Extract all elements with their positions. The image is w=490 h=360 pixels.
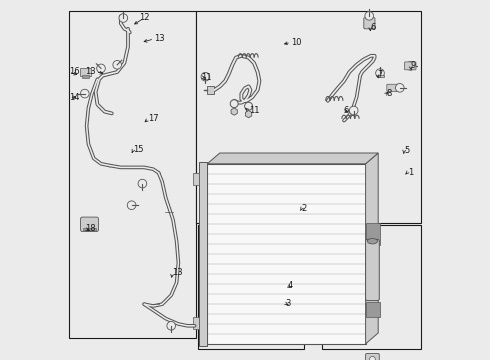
Text: 2: 2 bbox=[302, 203, 307, 212]
FancyBboxPatch shape bbox=[80, 217, 98, 231]
Circle shape bbox=[201, 72, 210, 81]
Circle shape bbox=[365, 12, 373, 20]
Circle shape bbox=[113, 60, 122, 69]
FancyBboxPatch shape bbox=[366, 354, 379, 360]
Text: 16: 16 bbox=[69, 68, 79, 77]
Bar bbox=[198, 225, 304, 349]
Bar bbox=[366, 223, 380, 245]
Text: 13: 13 bbox=[172, 269, 183, 277]
Text: 1: 1 bbox=[408, 167, 413, 176]
Text: 14: 14 bbox=[69, 94, 80, 102]
Bar bbox=[196, 11, 421, 223]
Circle shape bbox=[230, 100, 238, 108]
Text: 7: 7 bbox=[377, 71, 383, 79]
Text: 11: 11 bbox=[248, 107, 259, 115]
Circle shape bbox=[245, 102, 252, 110]
Text: 4: 4 bbox=[288, 281, 293, 290]
Circle shape bbox=[80, 89, 89, 98]
Bar bbox=[366, 302, 380, 317]
FancyBboxPatch shape bbox=[366, 239, 379, 301]
Text: 17: 17 bbox=[148, 114, 159, 123]
Circle shape bbox=[138, 179, 147, 188]
Bar bbox=[193, 317, 199, 329]
Text: 6: 6 bbox=[343, 107, 349, 115]
Circle shape bbox=[369, 356, 375, 360]
Bar bbox=[199, 162, 207, 346]
Circle shape bbox=[119, 14, 127, 22]
Bar bbox=[207, 86, 215, 94]
Text: 8: 8 bbox=[387, 89, 392, 98]
FancyBboxPatch shape bbox=[387, 84, 399, 91]
Bar bbox=[69, 11, 196, 338]
FancyBboxPatch shape bbox=[364, 18, 375, 29]
Circle shape bbox=[406, 62, 415, 70]
Circle shape bbox=[167, 321, 175, 330]
Text: 18: 18 bbox=[85, 224, 96, 233]
Bar bbox=[322, 225, 421, 349]
Bar bbox=[193, 173, 199, 185]
Bar bbox=[377, 75, 384, 77]
Polygon shape bbox=[207, 153, 378, 164]
Circle shape bbox=[395, 84, 404, 92]
Text: 13: 13 bbox=[154, 34, 165, 43]
Bar bbox=[80, 68, 91, 76]
FancyBboxPatch shape bbox=[404, 62, 416, 70]
Text: 3: 3 bbox=[285, 299, 291, 308]
Circle shape bbox=[349, 106, 358, 115]
Text: 15: 15 bbox=[133, 145, 144, 154]
Text: 6: 6 bbox=[370, 22, 376, 31]
Circle shape bbox=[97, 64, 105, 73]
Text: 9: 9 bbox=[411, 61, 416, 70]
Polygon shape bbox=[366, 153, 378, 344]
Ellipse shape bbox=[368, 239, 377, 244]
Text: 10: 10 bbox=[291, 38, 301, 47]
Text: 11: 11 bbox=[201, 72, 212, 81]
Bar bbox=[207, 164, 366, 344]
Text: 12: 12 bbox=[139, 13, 149, 22]
Circle shape bbox=[376, 69, 384, 77]
Bar bbox=[83, 228, 96, 231]
Text: 13: 13 bbox=[85, 68, 96, 77]
Bar bbox=[82, 75, 90, 78]
Circle shape bbox=[127, 201, 136, 210]
Text: 5: 5 bbox=[404, 146, 409, 155]
